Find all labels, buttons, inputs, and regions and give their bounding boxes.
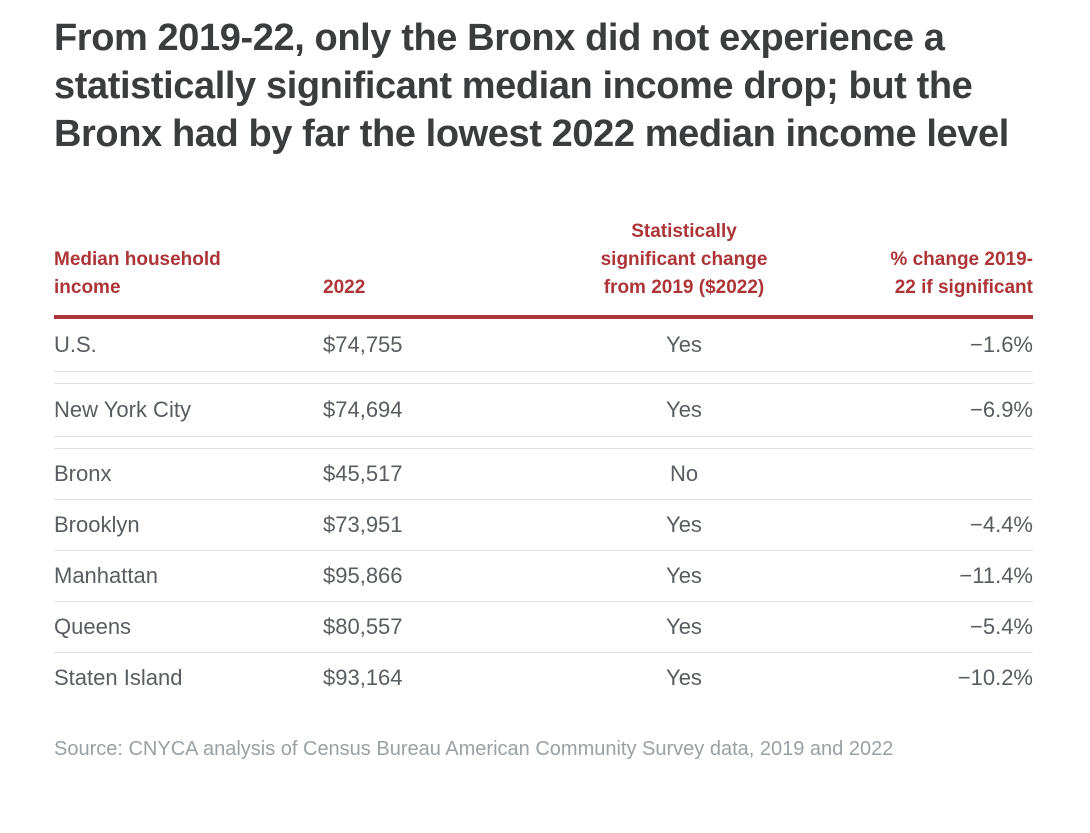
- figure-title: From 2019-22, only the Bronx did not exp…: [54, 17, 1009, 155]
- source-note: Source: CNYCA analysis of Census Bureau …: [54, 738, 894, 760]
- section-divider: [54, 372, 1033, 384]
- section-divider: [54, 437, 1033, 449]
- cell-significant: Yes: [666, 614, 702, 639]
- table-row-staten-island: Staten Island $93,164 Yes −10.2%: [54, 653, 1033, 703]
- income-table: Median household income 2022 Statistical…: [54, 218, 1033, 703]
- column-header-median-income: Median household income: [54, 249, 221, 298]
- cell-significant: Yes: [666, 665, 702, 690]
- cell-pct-change: −4.4%: [970, 512, 1033, 537]
- table-row-manhattan: Manhattan $95,866 Yes −11.4%: [54, 551, 1033, 602]
- cell-region: Staten Island: [54, 665, 183, 690]
- cell-pct-change: −10.2%: [957, 665, 1033, 690]
- cell-region: Brooklyn: [54, 512, 140, 537]
- cell-income-2022: $93,164: [323, 665, 403, 690]
- cell-significant: No: [669, 461, 699, 486]
- column-header-pct-change: % change 2019- 22 if significant: [890, 249, 1033, 298]
- cell-significant: Yes: [666, 397, 702, 422]
- cell-region: New York City: [54, 397, 191, 422]
- table-row-queens: Queens $80,557 Yes −5.4%: [54, 602, 1033, 653]
- cell-significant: Yes: [666, 563, 702, 588]
- cell-region: Bronx: [54, 461, 112, 486]
- cell-region: Manhattan: [54, 563, 158, 588]
- cell-income-2022: $95,866: [323, 563, 403, 588]
- column-header-2022: 2022: [323, 277, 366, 298]
- table-row-nyc: New York City $74,694 Yes −6.9%: [54, 384, 1033, 437]
- cell-income-2022: $73,951: [323, 512, 403, 537]
- table-row-brooklyn: Brooklyn $73,951 Yes −4.4%: [54, 500, 1033, 551]
- table-header-row: Median household income 2022 Statistical…: [54, 218, 1033, 319]
- cell-pct-change: −11.4%: [959, 563, 1033, 588]
- cell-income-2022: $74,755: [323, 332, 403, 357]
- cell-region: Queens: [54, 614, 132, 639]
- cell-significant: Yes: [666, 332, 702, 357]
- column-header-significant-change: Statistically significant change from 20…: [600, 221, 768, 298]
- cell-significant: Yes: [666, 512, 702, 537]
- cell-pct-change: −1.6%: [970, 332, 1033, 357]
- cell-income-2022: $74,694: [323, 397, 403, 422]
- cell-pct-change: −5.4%: [970, 614, 1033, 639]
- table-row-us: U.S. $74,755 Yes −1.6%: [54, 319, 1033, 372]
- cell-region: U.S.: [54, 332, 97, 357]
- cell-income-2022: $45,517: [323, 461, 403, 486]
- figure: From 2019-22, only the Bronx did not exp…: [54, 17, 1033, 760]
- table-row-bronx: Bronx $45,517 No: [54, 449, 1033, 500]
- cell-income-2022: $80,557: [323, 614, 403, 639]
- cell-pct-change: −6.9%: [970, 397, 1033, 422]
